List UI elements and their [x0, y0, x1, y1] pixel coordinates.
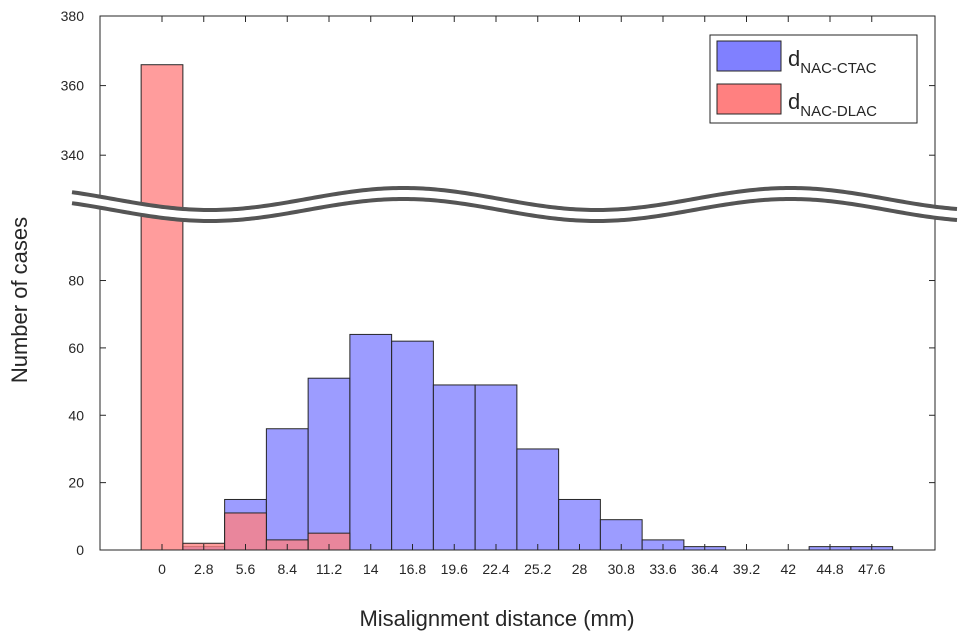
series-nac-ctac-bars [182, 333, 894, 551]
y-tick-label: 80 [68, 273, 84, 289]
y-tick-labels: 0 20 40 60 80 340 360 380 [61, 8, 935, 558]
x-tick-label: 44.8 [816, 561, 843, 577]
y-tick-label: 20 [68, 475, 84, 491]
x-tick-label: 8.4 [278, 561, 298, 577]
x-axis-title: Misalignment distance (mm) [359, 606, 634, 631]
axis-break-line-bottom [71, 197, 958, 224]
legend-label-nac-ctac-sub: NAC-CTAC [800, 60, 877, 77]
legend-label-nac-dlac-sub: NAC-DLAC [800, 103, 877, 120]
y-axis-title: Number of cases [7, 217, 32, 383]
y-tick-label: 360 [61, 78, 85, 94]
bar-nac-ctac-8-4 [265, 428, 309, 551]
x-tick-label: 30.8 [608, 561, 635, 577]
axes [99, 15, 936, 551]
x-tick-label: 5.6 [236, 561, 256, 577]
axis-break-fill [72, 188, 958, 221]
bar-nac-dlac-0 [140, 64, 184, 551]
x-tick-label: 33.6 [649, 561, 676, 577]
legend-swatch-nac-ctac [716, 40, 782, 72]
legend-label-nac-dlac-main: d [788, 89, 800, 114]
x-tick-label: 36.4 [691, 561, 718, 577]
bar-nac-ctac-14 [349, 333, 393, 551]
y-tick-label: 380 [61, 8, 85, 24]
y-tick-label: 340 [61, 147, 85, 163]
y-tick-label: 0 [76, 542, 84, 558]
x-tick-label: 0 [158, 561, 166, 577]
legend-label-nac-dlac: dNAC-DLAC [788, 89, 877, 120]
axis-break-line-top [71, 186, 958, 213]
axes-box [99, 15, 936, 551]
x-tick-label: 19.6 [441, 561, 468, 577]
x-tick-label: 28 [572, 561, 588, 577]
x-tick-label: 47.6 [858, 561, 885, 577]
x-tick-label: 25.2 [524, 561, 551, 577]
axis-break-wave [71, 186, 958, 224]
bar-nac-ctac-19-6 [432, 384, 476, 551]
y-tick-label: 60 [68, 340, 84, 356]
x-tick-label: 39.2 [733, 561, 760, 577]
x-tick-label: 2.8 [194, 561, 214, 577]
x-tick-label: 42 [780, 561, 796, 577]
x-tick-labels: 0 2.8 5.6 8.4 11.2 14 16.8 19.6 22.4 25.2 28 30.8 33… [158, 16, 886, 577]
x-tick-label: 16.8 [399, 561, 426, 577]
bar-nac-ctac-22-4 [474, 384, 518, 551]
y-tick-label: 40 [68, 407, 84, 423]
bar-nac-ctac-16-8 [391, 340, 434, 551]
bar-nac-dlac-5-6 [224, 512, 267, 551]
x-tick-label: 14 [363, 561, 379, 577]
legend: dNAC-CTAC dNAC-DLAC [709, 34, 918, 124]
legend-label-nac-ctac-main: d [788, 46, 800, 71]
bar-nac-ctac-11-2 [307, 377, 351, 551]
legend-swatch-nac-dlac [716, 83, 782, 115]
x-tick-label: 11.2 [316, 561, 342, 577]
bar-nac-ctac-28 [558, 498, 601, 551]
bar-nac-ctac-25-2 [516, 448, 560, 551]
x-tick-label: 22.4 [482, 561, 509, 577]
legend-label-nac-ctac: dNAC-CTAC [788, 46, 877, 77]
